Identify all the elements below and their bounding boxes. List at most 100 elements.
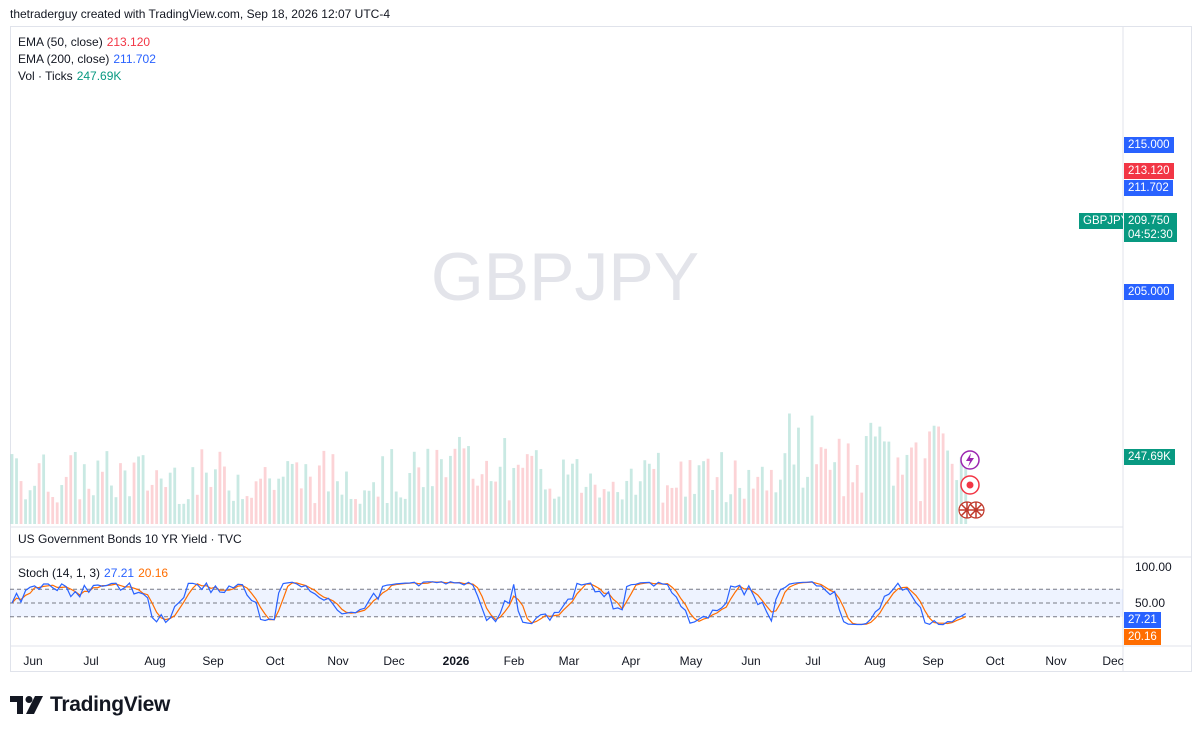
volume-bar bbox=[914, 442, 918, 524]
volume-bar bbox=[525, 454, 529, 524]
volume-bar bbox=[742, 498, 746, 524]
volume-bar bbox=[110, 485, 113, 524]
volume-bar bbox=[336, 481, 339, 524]
volume-bar bbox=[430, 486, 434, 524]
volume-bar bbox=[553, 498, 556, 524]
volume-bar bbox=[860, 492, 864, 524]
volume-bar bbox=[806, 476, 809, 524]
volume-bar bbox=[37, 463, 41, 524]
volume-bar bbox=[733, 460, 737, 524]
time-tick-label: Aug bbox=[864, 654, 885, 668]
volume-bar bbox=[214, 469, 217, 524]
volume-bar bbox=[82, 464, 86, 524]
volume-bar bbox=[955, 480, 959, 524]
volume-bar bbox=[819, 447, 823, 524]
volume-bar bbox=[828, 469, 832, 524]
volume-bar bbox=[647, 463, 651, 524]
volume-bar bbox=[218, 451, 222, 524]
volume-bar bbox=[444, 477, 448, 524]
legend-stoch[interactable]: Stoch (14, 1, 3) 27.21 20.16 bbox=[18, 566, 168, 580]
volume-bar bbox=[950, 463, 954, 524]
time-tick-label: Sep bbox=[202, 654, 224, 668]
volume-bar bbox=[268, 478, 272, 524]
time-tick-label: Nov bbox=[1045, 654, 1066, 668]
volume-bar bbox=[656, 452, 660, 524]
volume-bar bbox=[616, 492, 620, 524]
volume-bar bbox=[462, 448, 466, 524]
lightning-glyph bbox=[966, 453, 974, 467]
legend-stoch-d: 20.16 bbox=[138, 566, 169, 580]
volume-bar bbox=[675, 487, 678, 524]
volume-bar bbox=[959, 457, 963, 524]
volume-bar bbox=[711, 490, 714, 524]
volume-bar bbox=[241, 499, 244, 524]
volume-bar bbox=[358, 503, 362, 524]
legend-vol-value: 247.69K bbox=[76, 69, 122, 83]
secondary-pane-title[interactable]: US Government Bonds 10 YR Yield · TVC bbox=[18, 532, 242, 546]
volume-bar bbox=[317, 465, 321, 524]
time-tick-label: Jun bbox=[23, 654, 42, 668]
time-tick-label: May bbox=[680, 654, 703, 668]
volume-bar bbox=[119, 463, 122, 524]
volume-bar bbox=[28, 490, 32, 524]
volume-bar bbox=[132, 462, 136, 524]
volume-bar bbox=[290, 463, 294, 524]
volume-bar bbox=[367, 490, 371, 524]
volume-bar bbox=[896, 457, 900, 524]
volume-bar bbox=[381, 456, 385, 524]
volume-bar bbox=[200, 449, 204, 524]
volume-bar bbox=[516, 464, 520, 524]
volume-bar bbox=[543, 489, 547, 524]
volume-bar bbox=[304, 464, 308, 524]
time-tick-label: Oct bbox=[266, 654, 285, 668]
volume-bar bbox=[73, 451, 77, 524]
tradingview-logo[interactable]: TradingView bbox=[10, 690, 170, 720]
volume-bar bbox=[756, 476, 760, 524]
volume-bar bbox=[308, 476, 312, 524]
volume-bar bbox=[177, 503, 181, 524]
volume-bar bbox=[340, 494, 344, 524]
volume-bar bbox=[575, 459, 579, 524]
volume-bar bbox=[250, 497, 253, 524]
time-tick-label: Apr bbox=[622, 654, 641, 668]
legend-stoch-k: 27.21 bbox=[104, 566, 135, 580]
volume-bar bbox=[403, 498, 407, 524]
symbol-watermark: GBPJPY bbox=[431, 239, 699, 315]
last-price: 209.750 bbox=[1128, 215, 1170, 227]
volume-bar bbox=[227, 490, 231, 524]
volume-bar bbox=[458, 436, 461, 524]
legend-vol[interactable]: Vol · Ticks 247.69K bbox=[18, 69, 121, 83]
volume-bar bbox=[295, 462, 299, 524]
legend-ema50[interactable]: EMA (50, close) 213.120 bbox=[18, 35, 150, 49]
stoch-tick-label: 50.00 bbox=[1135, 596, 1165, 610]
volume-bar bbox=[417, 467, 421, 524]
volume-bar bbox=[137, 456, 140, 524]
time-tick-label: Sep bbox=[922, 654, 944, 668]
volume-bar bbox=[96, 460, 100, 524]
volume-bar bbox=[715, 477, 719, 524]
volume-bar bbox=[322, 450, 326, 524]
ema50-price-tag: 213.120 bbox=[1124, 163, 1174, 179]
volume-bar bbox=[688, 460, 692, 524]
legend-ema200[interactable]: EMA (200, close) 211.702 bbox=[18, 52, 156, 66]
volume-bar bbox=[738, 487, 742, 524]
volume-bar bbox=[530, 455, 534, 524]
volume-bar bbox=[159, 478, 163, 524]
volume-bar bbox=[69, 455, 73, 524]
volume-bar bbox=[494, 481, 498, 524]
legend-ema200-value: 211.702 bbox=[113, 52, 156, 66]
volume-bar bbox=[643, 460, 647, 524]
symbol-tag[interactable]: GBPJPY bbox=[1079, 213, 1128, 229]
volume-bar bbox=[449, 455, 452, 524]
volume-bar bbox=[864, 436, 868, 524]
time-tick-label: 2026 bbox=[443, 654, 470, 668]
time-tick-label: Oct bbox=[986, 654, 1005, 668]
volume-bar bbox=[878, 426, 882, 524]
volume-bar bbox=[123, 470, 127, 524]
volume-bar bbox=[281, 476, 285, 524]
volume-bar bbox=[901, 474, 904, 524]
volume-bar bbox=[797, 427, 800, 524]
volume-bar bbox=[747, 469, 751, 524]
legend-ema200-label: EMA (200, close) bbox=[18, 52, 110, 66]
